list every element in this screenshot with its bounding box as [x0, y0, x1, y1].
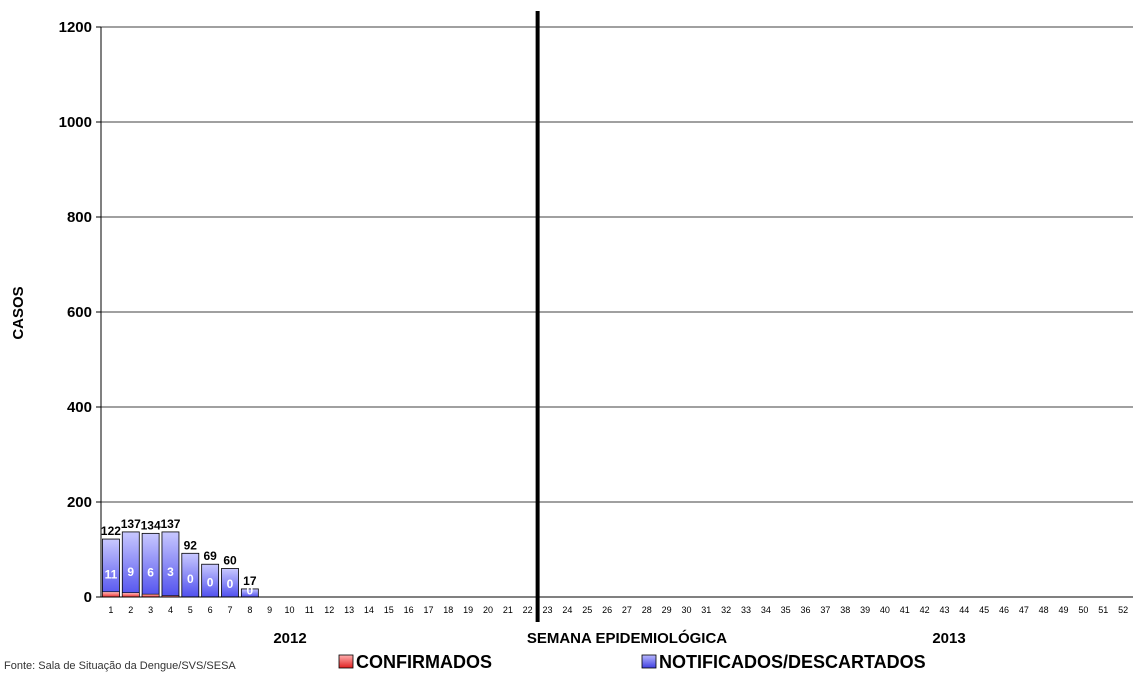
x-tick-label: 16: [404, 605, 414, 615]
data-label-confirmados: 0: [207, 576, 214, 590]
x-tick-label: 41: [900, 605, 910, 615]
x-tick-label: 37: [820, 605, 830, 615]
data-label-total: 137: [160, 517, 180, 531]
legend: CONFIRMADOS NOTIFICADOS/DESCARTADOS: [338, 652, 926, 672]
x-tick-label: 34: [761, 605, 771, 615]
data-label-confirmados: 6: [147, 566, 154, 580]
x-tick-label: 1: [108, 605, 113, 615]
source-note: Fonte: Sala de Situação da Dengue/SVS/SE…: [4, 660, 236, 672]
bar-confirmados: [102, 591, 120, 598]
x-tick-label: 40: [880, 605, 890, 615]
x-tick-label: 48: [1039, 605, 1049, 615]
x-tick-label: 29: [662, 605, 672, 615]
x-tick-label: 14: [364, 605, 374, 615]
x-tick-label: 26: [602, 605, 612, 615]
x-tick-label: 15: [384, 605, 394, 615]
y-axis-label: CASOS: [10, 286, 27, 339]
x-tick-label: 51: [1098, 605, 1108, 615]
x-tick-label: 30: [681, 605, 691, 615]
bars: [102, 531, 259, 598]
x-tick-label: 28: [642, 605, 652, 615]
y-axis-ticks: 0 200 400 600 800 1000 1200: [59, 19, 101, 606]
x-tick-label: 23: [543, 605, 553, 615]
x-tick-label: 5: [188, 605, 193, 615]
x-axis-label: SEMANA EPIDEMIOLÓGICA: [527, 629, 727, 647]
x-tick-label: 22: [523, 605, 533, 615]
x-tick-label: 7: [227, 605, 232, 615]
x-tick-label: 38: [840, 605, 850, 615]
year-label-left: 2012: [273, 630, 306, 647]
x-tick-label: 46: [999, 605, 1009, 615]
x-tick-label: 6: [208, 605, 213, 615]
year-label-right: 2013: [932, 630, 965, 647]
x-tick-label: 19: [463, 605, 473, 615]
x-tick-label: 18: [443, 605, 453, 615]
x-tick-label: 49: [1059, 605, 1069, 615]
x-tick-label: 9: [267, 605, 272, 615]
data-label-confirmados: 0: [247, 583, 254, 597]
x-tick-label: 44: [959, 605, 969, 615]
data-label-confirmados: 11: [105, 567, 118, 581]
x-tick-label: 11: [305, 605, 314, 615]
data-label-total: 137: [121, 517, 141, 531]
data-label-confirmados: 0: [227, 577, 234, 591]
x-tick-label: 20: [483, 605, 493, 615]
data-label-total: 60: [223, 554, 237, 568]
legend-label-notificados: NOTIFICADOS/DESCARTADOS: [659, 652, 926, 672]
x-tick-label: 43: [939, 605, 949, 615]
x-tick-label: 12: [324, 605, 334, 615]
x-tick-label: 47: [1019, 605, 1029, 615]
legend-swatch-confirmados: [338, 654, 354, 669]
legend-swatch-notificados: [641, 654, 657, 669]
y-tick-label: 600: [67, 304, 92, 321]
x-tick-label: 3: [148, 605, 153, 615]
x-tick-label: 31: [701, 605, 711, 615]
x-tick-label: 21: [503, 605, 513, 615]
x-tick-label: 39: [860, 605, 870, 615]
y-tick-label: 800: [67, 209, 92, 226]
x-tick-label: 27: [622, 605, 632, 615]
y-tick-label: 1200: [59, 19, 92, 36]
x-tick-label: 35: [781, 605, 791, 615]
x-tick-label: 4: [168, 605, 173, 615]
x-tick-label: 2: [128, 605, 133, 615]
data-label-confirmados: 3: [167, 565, 174, 579]
x-tick-label: 32: [721, 605, 731, 615]
x-tick-label: 13: [344, 605, 354, 615]
y-tick-label: 1000: [59, 114, 92, 131]
data-label-total: 92: [184, 538, 198, 552]
x-tick-label: 36: [801, 605, 811, 615]
gridlines: [101, 26, 1133, 503]
x-tick-label: 52: [1118, 605, 1128, 615]
x-tick-label: 42: [920, 605, 930, 615]
bar-confirmados: [121, 592, 140, 598]
x-axis-ticks: 1 2 3 4 5 6 7 8 9 10 11 12 13 14 15 16 17 18 19 20 21 22 23 24 2…: [108, 605, 1128, 615]
x-tick-label: 25: [582, 605, 592, 615]
data-label-total: 122: [101, 524, 121, 538]
y-tick-label: 200: [67, 494, 92, 511]
data-label-confirmados: 0: [187, 572, 194, 586]
legend-label-confirmados: CONFIRMADOS: [356, 652, 492, 672]
data-label-confirmados: 9: [127, 565, 134, 579]
y-tick-label: 400: [67, 399, 92, 416]
x-tick-label: 50: [1078, 605, 1088, 615]
x-tick-label: 17: [423, 605, 433, 615]
x-tick-label: 24: [562, 605, 572, 615]
x-tick-label: 33: [741, 605, 751, 615]
data-label-total: 17: [243, 574, 257, 588]
data-label-total: 134: [141, 518, 161, 532]
x-tick-label: 8: [247, 605, 252, 615]
data-label-total: 69: [203, 549, 217, 563]
x-tick-label: 10: [285, 605, 295, 615]
y-tick-label: 0: [84, 589, 92, 606]
x-tick-label: 45: [979, 605, 989, 615]
